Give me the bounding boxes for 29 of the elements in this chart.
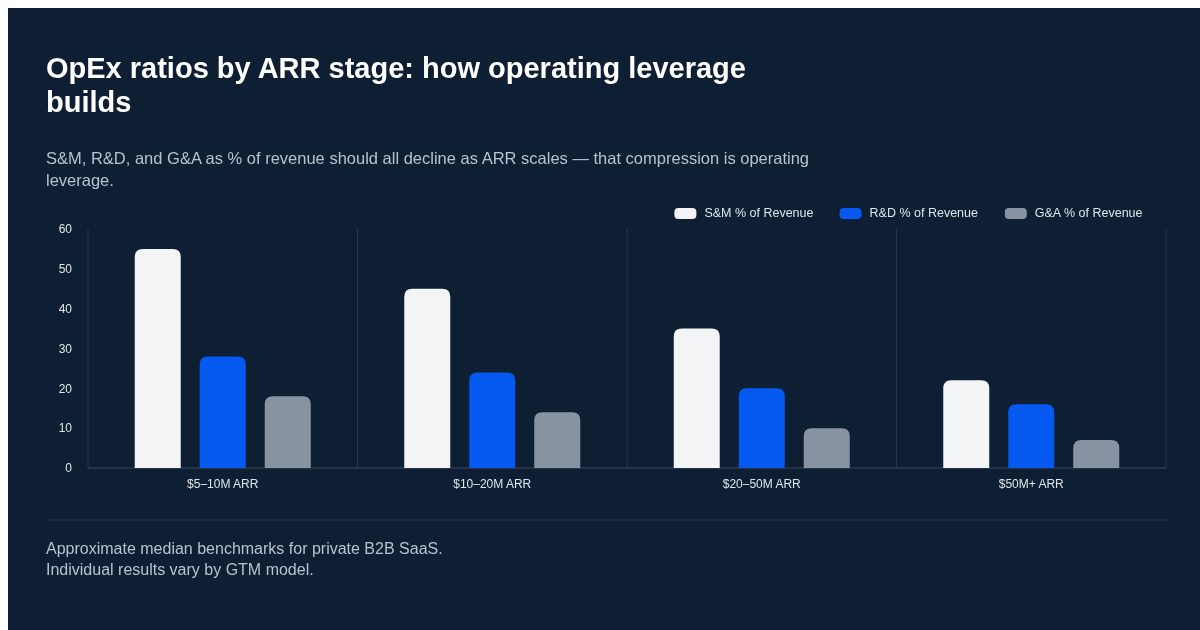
y-tick-label: 20 [58, 381, 73, 396]
bar [134, 248, 181, 468]
legend-label: S&M % of Revenue [704, 206, 814, 221]
x-tick-label: $10–20M ARR [453, 477, 532, 491]
legend-label: R&D % of Revenue [869, 206, 979, 221]
x-tick-label: $50M+ ARR [998, 477, 1065, 491]
y-tick-label: 60 [58, 222, 73, 237]
bar [1073, 440, 1120, 468]
bar [1008, 404, 1055, 468]
text: Approximate median benchmarks for private B2B SaaS. Individual results vary by GTM model. [46, 540, 443, 578]
bar [469, 372, 516, 468]
y-tick-label: 10 [58, 421, 73, 436]
bar [943, 380, 990, 468]
x-tick-label: $20–50M ARR [722, 477, 802, 491]
legend-label: G&A % of Revenue [1034, 206, 1143, 221]
bar [673, 328, 720, 468]
y-tick-label: 50 [58, 262, 73, 277]
bar [534, 412, 581, 468]
bar [264, 396, 311, 468]
chart-subtitle: S&M, R&D, and G&A as % of revenue should all decline as ARR scales — that compression is operating leverage. [46, 149, 810, 189]
chart-title: OpEx ratios by ARR stage: how operating leverage builds [46, 52, 746, 118]
bar [803, 428, 850, 468]
bar [404, 288, 451, 468]
bar [199, 356, 246, 468]
y-tick-label: 30 [58, 341, 73, 356]
y-tick-label: 0 [65, 461, 73, 476]
y-tick-label: 40 [58, 301, 73, 316]
bar [738, 388, 785, 468]
x-tick-label: $5–10M ARR [187, 477, 259, 491]
